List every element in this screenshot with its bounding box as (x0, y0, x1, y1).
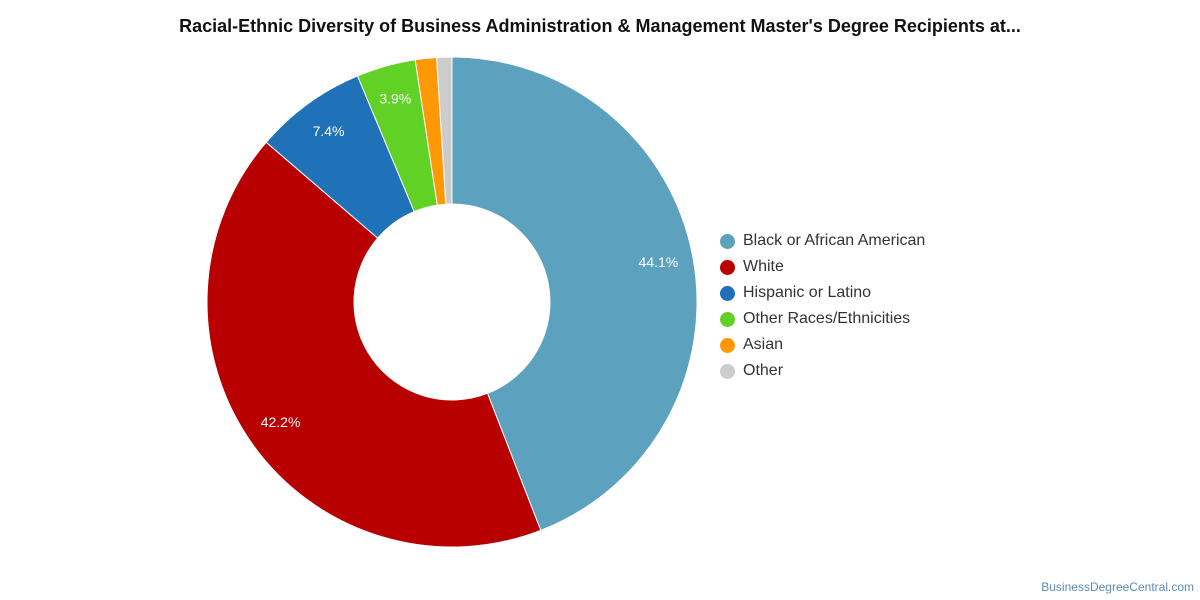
chart-title: Racial-Ethnic Diversity of Business Admi… (179, 16, 1021, 36)
legend-swatch (720, 311, 735, 327)
donut-slice[interactable] (206, 141, 542, 548)
donut-slice[interactable] (436, 56, 453, 205)
legend-item[interactable]: Asian (720, 332, 925, 358)
slice-label: 44.1% (639, 254, 679, 270)
slice-label: 42.2% (261, 414, 301, 430)
legend-swatch (720, 233, 735, 249)
slice-label: 7.4% (313, 123, 345, 139)
source-credit-link[interactable]: BusinessDegreeCentral.com (1041, 580, 1194, 594)
legend-label: Other (743, 362, 784, 379)
legend-item[interactable]: Hispanic or Latino (720, 280, 925, 306)
donut-slices (206, 56, 698, 548)
legend-label: Black or African American (743, 232, 926, 249)
legend-item[interactable]: Black or African American (720, 228, 925, 254)
legend-item[interactable]: Other Races/Ethnicities (720, 306, 925, 332)
slice-labels: 44.1% 42.2% 7.4% 3.9% (261, 90, 679, 429)
legend-swatch (720, 337, 735, 353)
legend: Black or African American White Hispanic… (720, 228, 925, 384)
legend-label: Other Races/Ethnicities (743, 310, 911, 327)
legend-swatch (720, 363, 735, 379)
legend-item[interactable]: White (720, 254, 925, 280)
slice-label: 3.9% (379, 90, 411, 106)
legend-swatch (720, 259, 735, 275)
legend-label: Asian (743, 336, 784, 353)
legend-label: White (743, 258, 784, 275)
legend-item[interactable]: Other (720, 358, 925, 384)
legend-swatch (720, 285, 735, 301)
donut-slice[interactable] (451, 56, 698, 532)
legend-label: Hispanic or Latino (743, 284, 872, 301)
